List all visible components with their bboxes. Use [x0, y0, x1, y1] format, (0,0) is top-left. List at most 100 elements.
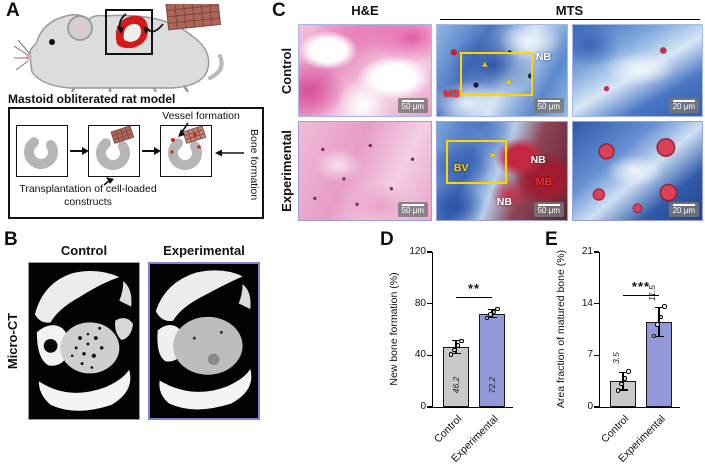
data-point: [615, 388, 621, 394]
data-point: [448, 352, 454, 357]
blood-vessel-annotation: BV: [453, 162, 469, 175]
panel-c-label: C: [272, 0, 286, 21]
microct-control-art: [29, 263, 139, 419]
microct-row-label: Micro-CT: [5, 312, 20, 370]
error-bar-cap: [618, 389, 628, 391]
microct-experimental-art: [150, 264, 258, 418]
data-point: [655, 322, 660, 327]
microct-control-image: [28, 262, 140, 420]
significance-line: [623, 294, 659, 296]
y-tick-label: 0: [420, 401, 426, 412]
bar-value-label: 3.5: [611, 352, 621, 365]
schematic-step-transplant: [88, 125, 140, 177]
error-bar-cap: [654, 336, 664, 338]
x-category-label: Control: [432, 413, 465, 446]
significance-stars: **: [467, 280, 481, 296]
data-point: [495, 306, 500, 312]
significance-stars: ***: [631, 278, 651, 294]
bone-arrow-icon: [215, 149, 222, 157]
schematic-step-defect: [16, 125, 68, 177]
y-tick-label: 120: [409, 246, 426, 257]
data-point: [619, 381, 624, 387]
data-point: [651, 333, 657, 339]
y-tick-mark: [427, 251, 432, 253]
data-point: [622, 375, 628, 381]
data-point: [662, 304, 667, 309]
cavity-with-scaffold-icon: [96, 125, 135, 170]
mature-bone-annotation: MB: [535, 175, 553, 188]
scale-bar-badge: 20 μm: [668, 202, 699, 217]
error-bar: [622, 372, 624, 390]
data-point: [658, 314, 664, 320]
panel-d-label: D: [380, 229, 394, 250]
error-bar-cap: [487, 317, 497, 319]
bar-value-label: 46.2: [451, 376, 461, 394]
error-bar-cap: [654, 306, 664, 308]
data-point: [626, 369, 631, 374]
rat-whiskers: [14, 39, 31, 71]
y-axis-label: New bone formation (%): [388, 272, 400, 386]
he-column-header: H&E: [351, 3, 379, 18]
y-tick-mark: [594, 251, 599, 253]
y-tick-mark: [594, 354, 599, 357]
y-tick-label: 21: [581, 246, 593, 257]
data-point: [455, 343, 461, 348]
significance-line: [456, 296, 492, 298]
he-experimental-image: 50 μm: [298, 121, 432, 221]
rat-feet: [70, 85, 190, 92]
y-tick-label: 7: [587, 349, 593, 361]
panel-c: C H&E MTS Control Experimental 50 μm ➤ ➤…: [272, 0, 705, 228]
y-tick-mark: [427, 354, 432, 357]
microct-experimental-image: [148, 262, 260, 420]
bar-value-label: 72.2: [487, 376, 497, 394]
error-bar-cap: [618, 371, 628, 373]
panel-e: E 0 7 14 21 3.5 Control 11.5 Experimental *** Are…: [545, 228, 705, 465]
y-tick-label: 40: [414, 349, 426, 361]
mts-control-zoom-image: 20 μm: [572, 24, 703, 117]
scaffold-arrow: [143, 26, 150, 34]
y-tick-label: 14: [581, 297, 593, 309]
rat-eye: [49, 39, 55, 45]
data-point: [452, 347, 457, 353]
microct-control-header: Control: [60, 243, 108, 258]
mts-experimental-image: ➤ BV NB MB NB 50 μm: [436, 121, 568, 221]
scale-bar-badge: 20 μm: [668, 98, 699, 113]
cavity-with-bone-vessels-icon: [168, 125, 207, 170]
scale-bar-badge: 50 μm: [397, 98, 428, 113]
histology-experimental-row-label: Experimental: [279, 130, 294, 212]
x-category-label: Control: [599, 413, 632, 446]
vessel-formation-label: Vessel formation: [162, 110, 240, 122]
scale-bar-badge: 50 μm: [397, 202, 428, 217]
model-caption: Mastoid obliterated rat model: [8, 92, 176, 106]
bar-experimental: [479, 313, 505, 407]
scaffold-icon: [165, 4, 221, 31]
roi-highlight-box: [460, 52, 534, 96]
mature-bone-annotation: MB: [443, 87, 460, 100]
bar-chart-plot: 0 40 80 120 46.2 Control 72.2 Experimental **: [409, 246, 513, 465]
new-bone-annotation: NB: [496, 196, 512, 209]
data-point: [491, 309, 497, 315]
bar-chart-plot: 0 7 14 21 3.5 Control 11.5 Experimental ***: [582, 246, 680, 465]
panel-d: D 0 40 80 120 46.2 Control 72.2 Experimental ** N…: [378, 228, 545, 465]
panel-a: A Mastoid obliterated rat model: [0, 0, 272, 228]
panel-b: B Control Experimental Micro-CT: [0, 228, 272, 465]
y-tick-mark: [594, 302, 599, 305]
rat-nose: [26, 54, 32, 60]
he-control-image: 50 μm: [298, 24, 432, 117]
bar-control: [443, 347, 469, 407]
new-bone-annotation: NB: [535, 51, 551, 64]
mts-column-header: MTS: [555, 3, 584, 18]
mts-experimental-zoom-image: 20 μm: [572, 121, 703, 221]
mts-control-image: ➤ ➤ NB MB 50 μm: [436, 24, 568, 117]
microct-experimental-header: Experimental: [163, 243, 245, 258]
panel-b-label: B: [4, 229, 18, 250]
new-bone-annotation: NB: [530, 154, 546, 167]
schematic-step-regeneration: [160, 125, 212, 177]
panel-a-label: A: [6, 0, 20, 21]
y-tick-mark: [427, 406, 432, 408]
data-point: [488, 312, 493, 317]
mastoid-cavity-icon: [24, 135, 58, 169]
rat-tail: [208, 54, 224, 80]
data-point: [484, 315, 490, 321]
